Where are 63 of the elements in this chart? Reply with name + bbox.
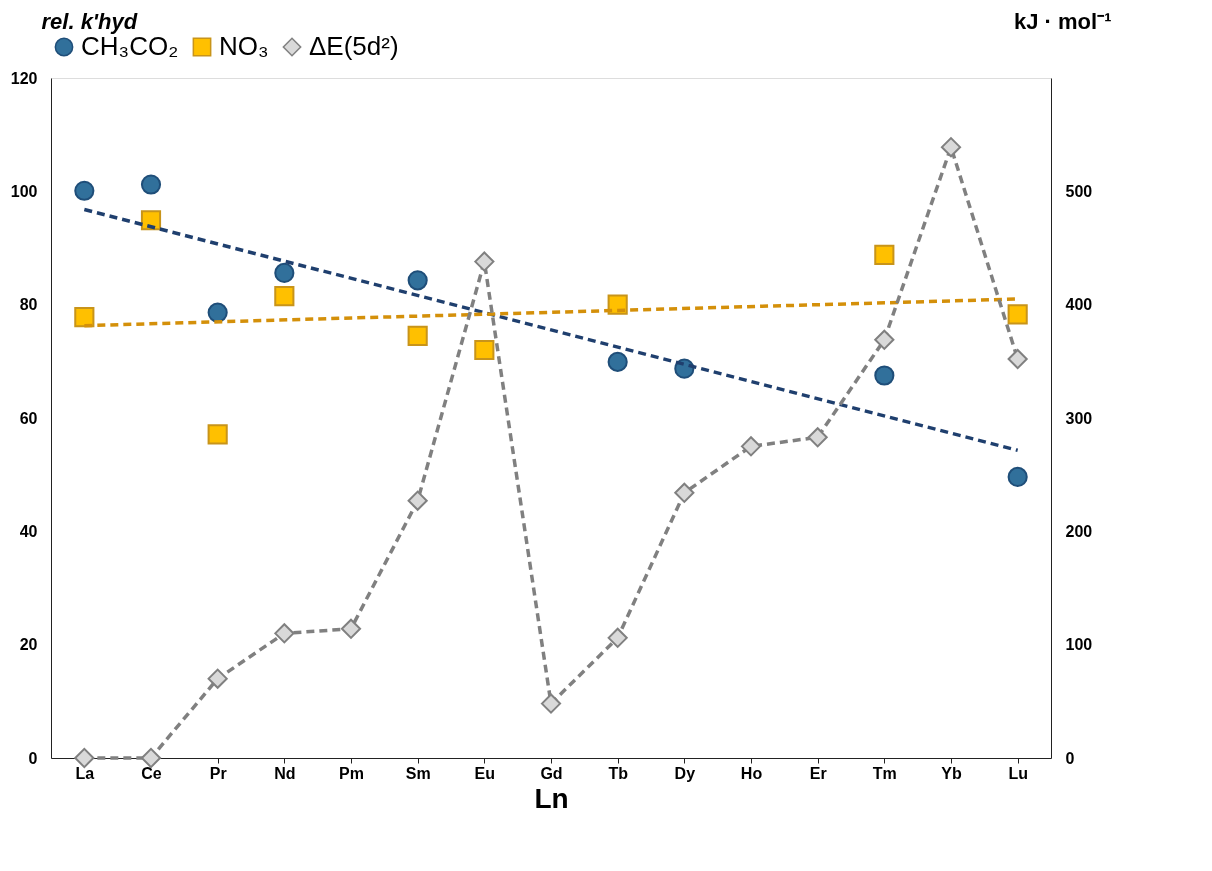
- x-tick-label: La: [75, 764, 95, 782]
- point: [540, 693, 562, 714]
- x-tick-label: Dy: [674, 764, 696, 782]
- x-tick-label: Eu: [474, 764, 496, 782]
- point: [807, 427, 828, 448]
- point: [407, 490, 428, 511]
- x-tick-label: Nd: [274, 764, 296, 782]
- point: [674, 482, 695, 503]
- x-tick-label: Er: [809, 764, 827, 782]
- y-tick-label: 100: [10, 182, 38, 200]
- point: [340, 618, 362, 639]
- point: [207, 424, 228, 445]
- x-tick-label: Tb: [608, 764, 629, 782]
- y-axis-title: rel. k'hyd: [41, 8, 138, 34]
- x-tick-label: Yb: [941, 764, 962, 782]
- point: [74, 747, 95, 769]
- y2-tick-label: 100: [1065, 636, 1093, 654]
- y-tick-label: 120: [10, 69, 38, 87]
- point: [607, 351, 628, 372]
- point: [140, 174, 162, 195]
- point: [1007, 466, 1028, 487]
- x-tick-label: Pm: [339, 764, 364, 782]
- point: [74, 307, 95, 328]
- point: [874, 365, 895, 386]
- point: [940, 137, 962, 158]
- point: [207, 668, 228, 689]
- x-tick-label: Sm: [405, 764, 431, 782]
- x-tick-label: Ho: [740, 764, 763, 782]
- point: [874, 329, 895, 350]
- x-axis-title: Ln: [534, 782, 569, 814]
- legend-label: NO₃: [219, 31, 269, 61]
- point: [274, 262, 295, 283]
- y-tick-label: 80: [19, 296, 38, 314]
- point: [407, 325, 428, 346]
- point: [207, 302, 228, 323]
- x-tick-label: Tm: [872, 764, 897, 782]
- y2-tick-label: 0: [1065, 749, 1075, 767]
- x-tick-label: Pr: [209, 764, 227, 782]
- point: [407, 270, 428, 291]
- y-tick-label: 0: [28, 749, 38, 767]
- point: [274, 623, 295, 644]
- y2-tick-label: 500: [1065, 182, 1093, 200]
- point: [274, 286, 295, 307]
- legend-label: ΔE(5d²): [309, 31, 399, 61]
- point: [140, 747, 162, 769]
- x-tick-label: Lu: [1008, 764, 1028, 782]
- y-tick-label: 40: [19, 522, 38, 540]
- point: [474, 251, 495, 272]
- point: [474, 339, 495, 361]
- x-tick-label: Ce: [141, 764, 162, 782]
- point: [874, 244, 895, 265]
- point: [607, 627, 628, 648]
- point: [740, 436, 762, 457]
- point: [74, 180, 95, 201]
- y2-tick-label: 300: [1065, 409, 1093, 427]
- y2-tick-label: 400: [1065, 296, 1093, 314]
- x-tick-label: Gd: [540, 764, 563, 782]
- point: [1007, 304, 1028, 325]
- y-tick-label: 20: [19, 636, 38, 654]
- y2-tick-label: 200: [1065, 522, 1093, 540]
- point: [1007, 348, 1028, 370]
- y-tick-label: 60: [19, 409, 38, 427]
- y2-axis-title: kJ · mol⁻¹: [1014, 8, 1112, 34]
